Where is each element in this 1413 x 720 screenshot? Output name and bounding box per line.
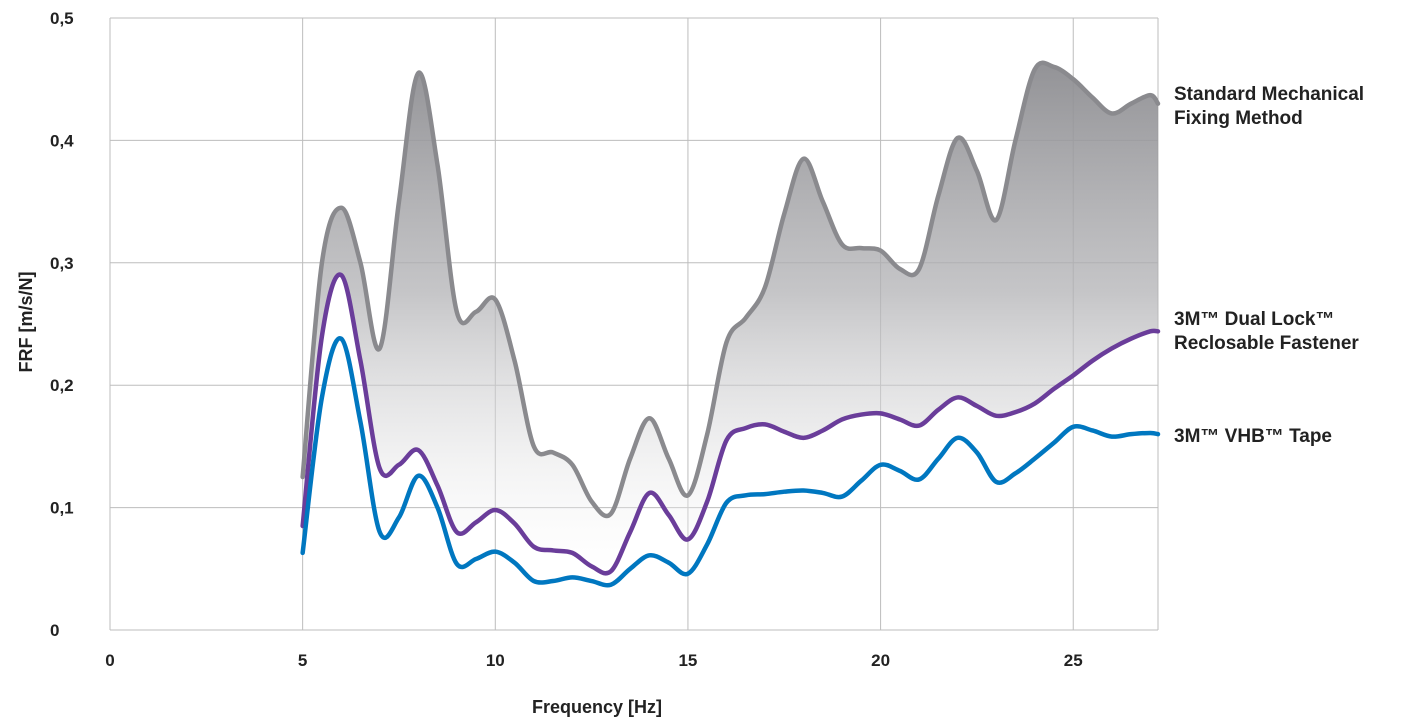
x-tick-label: 0 (105, 651, 114, 670)
y-tick-label: 0,2 (50, 376, 74, 395)
y-tick-label: 0,4 (50, 131, 74, 150)
series-line-1 (300, 60, 1161, 519)
series-label-2: 3M™ Dual Lock™ Reclosable Fastener (1174, 309, 1359, 354)
y-tick-label: 0,5 (50, 9, 74, 28)
y-axis-title: FRF [m/s/N] (16, 272, 36, 373)
fill-band (302, 62, 1158, 574)
series-labels: Standard Mechanical Fixing Method 3M™ Dual… (1174, 84, 1364, 447)
x-tick-label: 25 (1064, 651, 1083, 670)
x-tick-label: 15 (678, 651, 697, 670)
series-line-3 (300, 336, 1161, 588)
fill-band-area (302, 62, 1158, 574)
series-line-2 (300, 272, 1161, 576)
x-tick-labels: 0 5 10 15 20 25 (105, 651, 1082, 670)
series-label-1: Standard Mechanical Fixing Method (1174, 84, 1364, 129)
x-tick-label: 5 (298, 651, 307, 670)
series-label-3: 3M™ VHB™ Tape (1174, 426, 1332, 447)
y-tick-label: 0 (50, 621, 59, 640)
x-axis-title: Frequency [Hz] (532, 697, 662, 717)
series-lines (300, 60, 1161, 588)
y-tick-label: 0,3 (50, 254, 74, 273)
y-tick-labels: 0 0,1 0,2 0,3 0,4 0,5 (50, 9, 74, 640)
x-tick-label: 10 (486, 651, 505, 670)
x-tick-label: 20 (871, 651, 890, 670)
y-tick-label: 0,1 (50, 499, 74, 518)
